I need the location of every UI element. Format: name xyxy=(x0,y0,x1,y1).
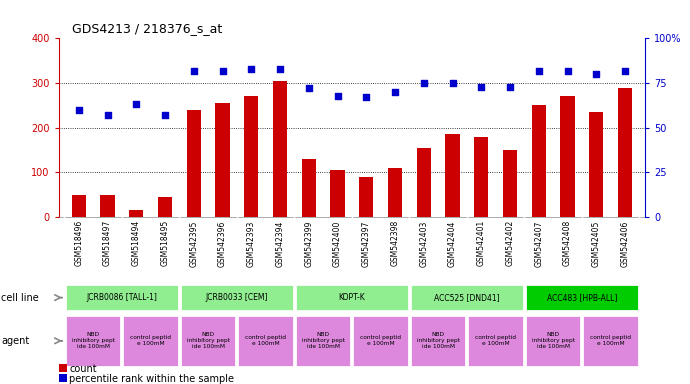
Text: GSM542408: GSM542408 xyxy=(563,220,572,266)
Text: GSM542405: GSM542405 xyxy=(592,220,601,266)
Point xyxy=(562,68,573,74)
Point xyxy=(504,84,515,90)
Bar xyxy=(237,314,294,367)
Text: GSM542406: GSM542406 xyxy=(620,220,629,266)
Bar xyxy=(180,284,294,311)
Text: NBD
inhibitory pept
ide 100mM: NBD inhibitory pept ide 100mM xyxy=(532,333,575,349)
Bar xyxy=(215,103,230,217)
Bar xyxy=(531,105,546,217)
Point xyxy=(217,68,228,74)
Point xyxy=(102,112,113,118)
Text: percentile rank within the sample: percentile rank within the sample xyxy=(69,374,234,384)
Point xyxy=(620,68,631,74)
Point xyxy=(188,68,199,74)
Text: GSM542395: GSM542395 xyxy=(189,220,198,266)
Text: ACC525 [DND41]: ACC525 [DND41] xyxy=(434,293,500,302)
Bar xyxy=(295,284,409,311)
Point xyxy=(332,93,343,99)
Point xyxy=(533,68,544,74)
Text: NBD
inhibitory pept
ide 100mM: NBD inhibitory pept ide 100mM xyxy=(302,333,344,349)
Text: GSM542401: GSM542401 xyxy=(477,220,486,266)
Text: control peptid
e 100mM: control peptid e 100mM xyxy=(590,335,631,346)
Point xyxy=(275,66,286,72)
Point xyxy=(304,85,315,91)
Text: GSM542396: GSM542396 xyxy=(218,220,227,266)
Bar xyxy=(100,195,115,217)
Bar xyxy=(417,148,431,217)
Bar xyxy=(295,314,351,367)
Text: agent: agent xyxy=(1,336,30,346)
Bar xyxy=(123,314,179,367)
Bar xyxy=(560,96,575,217)
Text: GSM518495: GSM518495 xyxy=(161,220,170,266)
Bar xyxy=(525,284,639,311)
Text: GSM542400: GSM542400 xyxy=(333,220,342,266)
Bar xyxy=(244,96,259,217)
Point xyxy=(131,101,142,108)
Text: GSM542403: GSM542403 xyxy=(420,220,428,266)
Bar xyxy=(468,314,524,367)
Text: GSM542393: GSM542393 xyxy=(247,220,256,266)
Text: GSM542398: GSM542398 xyxy=(391,220,400,266)
Bar xyxy=(474,137,489,217)
Point xyxy=(246,66,257,72)
Bar xyxy=(72,195,86,217)
Bar xyxy=(525,314,582,367)
Text: GSM542394: GSM542394 xyxy=(275,220,284,266)
Text: NBD
inhibitory pept
ide 100mM: NBD inhibitory pept ide 100mM xyxy=(72,333,115,349)
Text: ACC483 [HPB-ALL]: ACC483 [HPB-ALL] xyxy=(546,293,617,302)
Text: control peptid
e 100mM: control peptid e 100mM xyxy=(475,335,516,346)
Bar xyxy=(65,314,121,367)
Bar xyxy=(589,112,604,217)
Point xyxy=(390,89,401,95)
Bar xyxy=(158,197,172,217)
Text: KOPT-K: KOPT-K xyxy=(339,293,365,302)
Bar xyxy=(65,284,179,311)
Text: GDS4213 / 218376_s_at: GDS4213 / 218376_s_at xyxy=(72,22,223,35)
Text: GSM518497: GSM518497 xyxy=(103,220,112,266)
Text: GSM542404: GSM542404 xyxy=(448,220,457,266)
Text: count: count xyxy=(69,364,97,374)
Text: GSM542402: GSM542402 xyxy=(506,220,515,266)
Point xyxy=(476,84,487,90)
Bar xyxy=(129,210,144,217)
Bar xyxy=(180,314,237,367)
Bar xyxy=(445,134,460,217)
Text: GSM518494: GSM518494 xyxy=(132,220,141,266)
Bar xyxy=(273,81,287,217)
Point xyxy=(361,94,372,100)
Point xyxy=(591,71,602,77)
Text: GSM518496: GSM518496 xyxy=(75,220,83,266)
Text: GSM542399: GSM542399 xyxy=(304,220,313,266)
Bar xyxy=(582,314,639,367)
Text: cell line: cell line xyxy=(1,293,39,303)
Text: control peptid
e 100mM: control peptid e 100mM xyxy=(245,335,286,346)
Bar xyxy=(388,168,402,217)
Text: control peptid
e 100mM: control peptid e 100mM xyxy=(360,335,401,346)
Text: JCRB0033 [CEM]: JCRB0033 [CEM] xyxy=(206,293,268,302)
Text: NBD
inhibitory pept
ide 100mM: NBD inhibitory pept ide 100mM xyxy=(187,333,230,349)
Bar xyxy=(331,170,345,217)
Text: GSM542397: GSM542397 xyxy=(362,220,371,266)
Text: control peptid
e 100mM: control peptid e 100mM xyxy=(130,335,171,346)
Bar xyxy=(618,88,632,217)
Bar xyxy=(410,284,524,311)
Text: NBD
inhibitory pept
ide 100mM: NBD inhibitory pept ide 100mM xyxy=(417,333,460,349)
Bar xyxy=(503,150,518,217)
Point xyxy=(159,112,170,118)
Text: JCRB0086 [TALL-1]: JCRB0086 [TALL-1] xyxy=(86,293,157,302)
Bar xyxy=(353,314,409,367)
Bar xyxy=(302,159,316,217)
Point xyxy=(418,80,429,86)
Bar xyxy=(359,177,373,217)
Bar xyxy=(186,110,201,217)
Text: GSM542407: GSM542407 xyxy=(534,220,543,266)
Point xyxy=(73,107,84,113)
Bar xyxy=(410,314,466,367)
Point xyxy=(447,80,458,86)
